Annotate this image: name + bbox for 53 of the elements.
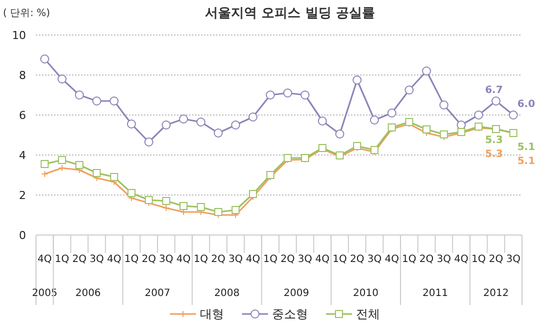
x-tick-label: 2Q bbox=[419, 254, 434, 265]
x-tick-label: 4Q bbox=[106, 254, 122, 265]
x-tick-label: 1Q bbox=[402, 254, 416, 265]
x-tick-label: 3Q bbox=[298, 254, 312, 265]
x-tick-label: 3Q bbox=[90, 254, 104, 265]
x-tick-label: 3Q bbox=[367, 254, 382, 265]
text: 2005 bbox=[32, 288, 58, 299]
text: 2008 bbox=[214, 288, 240, 299]
x-tick-label: 2Q bbox=[72, 254, 87, 265]
x-tick-label: 4Q bbox=[38, 254, 52, 265]
y-axis-title: ( 단위: %) bbox=[3, 8, 50, 19]
x-tick-label: 1Q bbox=[471, 254, 486, 265]
x-tick-label: 4Q bbox=[454, 254, 468, 265]
y-tick-label: 2 bbox=[19, 189, 26, 202]
x-tick-label: 2Q bbox=[211, 254, 226, 265]
data-label: 5.3 bbox=[485, 135, 503, 146]
x-tick-label: 4Q bbox=[384, 254, 400, 265]
x-tick-label: 3Q bbox=[506, 254, 521, 265]
legend-label: 전체 bbox=[356, 307, 380, 321]
text: 2007 bbox=[144, 288, 170, 299]
x-tick-label: 2Q bbox=[142, 254, 156, 265]
x-tick-label: 3Q bbox=[228, 254, 243, 265]
x-tick-label: 2Q bbox=[488, 254, 504, 265]
data-label: 5.1 bbox=[517, 142, 536, 153]
y-tick-label: 6 bbox=[19, 109, 26, 122]
text: 2012 bbox=[483, 288, 509, 299]
text: 2011 bbox=[422, 288, 448, 299]
x-tick-label: 2Q bbox=[350, 254, 364, 265]
x-tick-label: 1Q bbox=[194, 254, 208, 265]
legend-label: 중소형 bbox=[272, 307, 308, 321]
y-tick-label: 4 bbox=[19, 149, 26, 162]
text: 2006 bbox=[75, 288, 101, 299]
chart-title: 서울지역 오피스 빌딩 공실률 bbox=[205, 6, 375, 21]
y-tick-label: 0 bbox=[19, 229, 26, 242]
text: 2010 bbox=[353, 288, 379, 299]
x-tick-label: 4Q bbox=[246, 254, 260, 265]
x-tick-label: 1Q bbox=[54, 254, 70, 265]
y-tick-label: 8 bbox=[19, 69, 26, 82]
data-label: 5.3 bbox=[485, 149, 503, 160]
text: 2009 bbox=[284, 288, 310, 299]
x-tick-label: 2Q bbox=[280, 254, 295, 265]
legend-label: 대형 bbox=[200, 307, 224, 321]
data-label: 6.0 bbox=[517, 99, 536, 110]
data-label: 5.1 bbox=[517, 156, 536, 167]
x-tick-label: 3Q bbox=[159, 254, 174, 265]
x-tick-label: 3Q bbox=[436, 254, 452, 265]
y-tick-label: 10 bbox=[12, 29, 26, 42]
x-tick-label: 1Q bbox=[124, 254, 139, 265]
x-tick-label: 4Q bbox=[315, 254, 330, 265]
x-tick-label: 1Q bbox=[332, 254, 347, 265]
data-label: 6.7 bbox=[485, 85, 503, 96]
x-tick-label: 1Q bbox=[263, 254, 278, 265]
x-tick-label: 4Q bbox=[176, 254, 191, 265]
